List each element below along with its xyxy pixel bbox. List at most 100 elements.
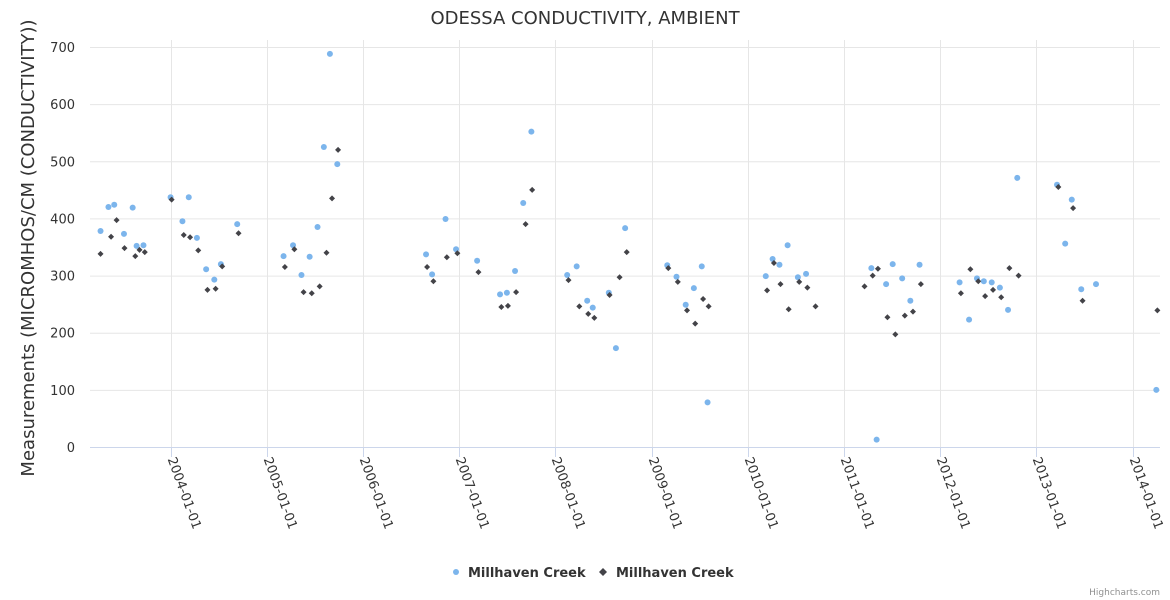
data-point[interactable] xyxy=(573,263,580,270)
data-point[interactable] xyxy=(585,310,592,317)
data-point[interactable] xyxy=(682,301,689,308)
data-point[interactable] xyxy=(764,287,771,294)
data-point[interactable] xyxy=(1006,265,1013,272)
data-point[interactable] xyxy=(909,308,916,315)
data-point[interactable] xyxy=(204,286,211,293)
data-point[interactable] xyxy=(1153,386,1160,393)
data-point[interactable] xyxy=(1093,281,1100,288)
data-point[interactable] xyxy=(529,186,536,193)
data-point[interactable] xyxy=(700,296,707,302)
data-point[interactable] xyxy=(869,272,876,279)
data-point[interactable] xyxy=(140,242,147,249)
legend-item-series-2[interactable]: Millhaven Creek xyxy=(599,566,734,581)
data-point[interactable] xyxy=(193,234,200,241)
data-point[interactable] xyxy=(133,242,140,249)
data-point[interactable] xyxy=(423,251,430,258)
data-point[interactable] xyxy=(211,276,218,283)
data-point[interactable] xyxy=(892,331,899,338)
data-point[interactable] xyxy=(606,292,613,298)
data-point[interactable] xyxy=(308,290,315,297)
data-point[interactable] xyxy=(234,221,241,228)
data-point[interactable] xyxy=(861,283,868,290)
data-point[interactable] xyxy=(917,281,924,288)
data-point[interactable] xyxy=(899,275,906,282)
data-point[interactable] xyxy=(97,250,104,257)
data-point[interactable] xyxy=(187,234,194,241)
data-point[interactable] xyxy=(883,281,890,288)
data-point[interactable] xyxy=(623,249,630,256)
data-point[interactable] xyxy=(901,312,908,319)
data-point[interactable] xyxy=(690,285,697,292)
data-point[interactable] xyxy=(692,320,699,327)
data-point[interactable] xyxy=(967,266,974,273)
data-point[interactable] xyxy=(443,254,450,261)
data-point[interactable] xyxy=(889,261,896,268)
data-point[interactable] xyxy=(907,297,914,304)
data-point[interactable] xyxy=(776,261,783,268)
data-point[interactable] xyxy=(320,144,327,150)
data-point[interactable] xyxy=(673,273,680,280)
data-point[interactable] xyxy=(280,253,287,260)
data-point[interactable] xyxy=(219,263,226,270)
data-point[interactable] xyxy=(498,304,505,310)
data-point[interactable] xyxy=(512,268,519,274)
data-point[interactable] xyxy=(329,195,336,202)
data-point[interactable] xyxy=(424,264,431,270)
data-point[interactable] xyxy=(980,278,987,285)
data-point[interactable] xyxy=(812,303,819,310)
data-point[interactable] xyxy=(132,253,139,260)
data-point[interactable] xyxy=(129,204,136,211)
data-point[interactable] xyxy=(975,278,982,285)
data-point[interactable] xyxy=(998,294,1005,301)
data-point[interactable] xyxy=(300,289,307,296)
data-point[interactable] xyxy=(528,128,535,135)
data-point[interactable] xyxy=(281,264,288,270)
data-point[interactable] xyxy=(1068,196,1075,203)
data-point[interactable] xyxy=(195,247,202,254)
legend-item-series-1[interactable]: Millhaven Creek xyxy=(453,566,586,581)
data-point[interactable] xyxy=(334,161,341,168)
data-point[interactable] xyxy=(326,50,333,57)
data-point[interactable] xyxy=(235,230,242,237)
data-point[interactable] xyxy=(1070,205,1077,212)
data-point[interactable] xyxy=(442,216,449,222)
data-point[interactable] xyxy=(584,297,591,304)
data-point[interactable] xyxy=(429,271,436,278)
data-point[interactable] xyxy=(1005,306,1012,313)
data-point[interactable] xyxy=(1015,272,1022,279)
data-point[interactable] xyxy=(141,249,148,256)
data-point[interactable] xyxy=(982,293,989,300)
data-point[interactable] xyxy=(121,245,128,252)
data-point[interactable] xyxy=(565,277,572,284)
data-point[interactable] xyxy=(522,221,529,228)
data-point[interactable] xyxy=(804,284,811,291)
data-point[interactable] xyxy=(622,225,629,232)
data-point[interactable] xyxy=(179,218,186,225)
data-point[interactable] xyxy=(698,263,705,270)
data-point[interactable] xyxy=(504,302,511,309)
data-point[interactable] xyxy=(120,230,127,237)
data-point[interactable] xyxy=(674,278,681,285)
data-point[interactable] xyxy=(298,272,305,278)
data-point[interactable] xyxy=(1154,307,1161,314)
data-point[interactable] xyxy=(916,261,923,268)
data-point[interactable] xyxy=(873,436,880,443)
data-point[interactable] xyxy=(990,286,997,293)
data-point[interactable] xyxy=(316,283,323,290)
data-point[interactable] xyxy=(884,314,891,321)
data-point[interactable] xyxy=(956,279,963,286)
data-point[interactable] xyxy=(185,194,192,201)
data-point[interactable] xyxy=(564,272,571,278)
data-point[interactable] xyxy=(497,291,504,298)
data-point[interactable] xyxy=(1079,297,1086,304)
data-point[interactable] xyxy=(996,284,1003,291)
data-point[interactable] xyxy=(111,201,118,208)
data-point[interactable] xyxy=(868,265,875,272)
data-point[interactable] xyxy=(784,242,791,249)
data-point[interactable] xyxy=(1078,286,1085,293)
data-point[interactable] xyxy=(684,307,691,314)
data-point[interactable] xyxy=(589,304,596,311)
data-point[interactable] xyxy=(108,233,115,240)
data-point[interactable] xyxy=(1055,184,1062,190)
data-point[interactable] xyxy=(168,196,175,203)
